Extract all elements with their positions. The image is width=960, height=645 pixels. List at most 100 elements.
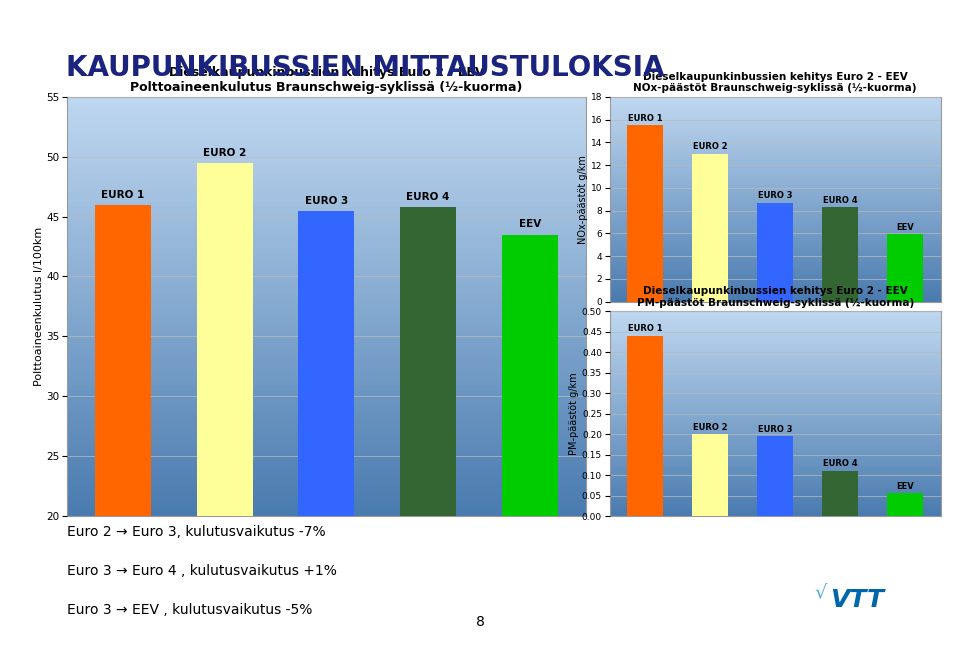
Bar xyxy=(610,148,941,150)
Bar xyxy=(67,407,586,412)
Bar xyxy=(610,321,941,324)
Bar xyxy=(67,412,586,415)
Bar xyxy=(610,491,941,493)
Bar xyxy=(610,332,941,333)
Bar xyxy=(610,348,941,350)
Bar xyxy=(610,469,941,471)
Bar xyxy=(610,150,941,152)
Bar xyxy=(610,366,941,368)
Bar xyxy=(610,461,941,462)
Bar xyxy=(610,212,941,213)
Bar xyxy=(610,504,941,506)
Bar xyxy=(610,397,941,399)
Bar xyxy=(610,317,941,319)
Bar xyxy=(67,495,586,499)
Bar xyxy=(67,419,586,424)
Bar xyxy=(610,263,941,264)
Bar xyxy=(67,298,586,302)
Bar xyxy=(610,246,941,248)
Bar xyxy=(610,495,941,497)
Bar xyxy=(67,226,586,231)
Text: EEV: EEV xyxy=(897,223,914,232)
Bar xyxy=(610,189,941,191)
Bar xyxy=(610,408,941,410)
Bar xyxy=(610,385,941,387)
Bar xyxy=(67,194,586,197)
Bar xyxy=(610,203,941,205)
Bar xyxy=(610,446,941,448)
Bar xyxy=(400,207,456,645)
Bar xyxy=(67,184,586,189)
Bar xyxy=(610,344,941,346)
Bar xyxy=(610,117,941,119)
Bar xyxy=(299,210,354,645)
Bar xyxy=(67,252,586,256)
Bar xyxy=(757,436,793,516)
Bar xyxy=(67,109,586,114)
Bar xyxy=(610,473,941,475)
Bar xyxy=(610,191,941,193)
Bar xyxy=(67,382,586,386)
Text: EEV: EEV xyxy=(518,219,540,230)
Bar xyxy=(610,197,941,199)
Bar xyxy=(610,387,941,389)
Bar xyxy=(610,455,941,457)
Bar xyxy=(610,292,941,293)
Bar xyxy=(610,193,941,195)
Bar xyxy=(67,394,586,399)
Bar xyxy=(67,114,586,117)
Bar xyxy=(610,160,941,163)
Text: EURO 2: EURO 2 xyxy=(204,148,247,157)
Bar xyxy=(610,219,941,222)
Bar xyxy=(610,479,941,481)
Bar xyxy=(610,401,941,403)
Bar xyxy=(610,457,941,459)
Bar xyxy=(67,248,586,252)
Bar xyxy=(67,223,586,226)
Bar xyxy=(67,327,586,332)
Bar xyxy=(610,134,941,135)
Bar xyxy=(610,361,941,362)
Bar xyxy=(610,324,941,326)
Bar xyxy=(610,210,941,212)
Bar xyxy=(610,359,941,361)
Bar xyxy=(610,311,941,313)
Bar xyxy=(610,508,941,510)
Bar xyxy=(610,422,941,424)
Bar xyxy=(610,185,941,187)
Bar xyxy=(610,346,941,348)
Bar xyxy=(610,125,941,128)
Bar xyxy=(67,122,586,126)
Bar xyxy=(610,273,941,275)
Bar xyxy=(610,485,941,488)
Bar xyxy=(610,342,941,344)
Bar xyxy=(610,128,941,130)
Bar xyxy=(610,450,941,453)
Bar xyxy=(887,234,923,301)
Bar xyxy=(67,441,586,445)
Text: EEV: EEV xyxy=(897,482,914,491)
Bar xyxy=(610,493,941,495)
Bar xyxy=(67,151,586,155)
Bar xyxy=(610,158,941,160)
Bar xyxy=(67,361,586,365)
Bar xyxy=(610,415,941,418)
Bar xyxy=(610,426,941,428)
Bar xyxy=(610,364,941,366)
Bar xyxy=(67,315,586,319)
Bar xyxy=(610,297,941,299)
Bar xyxy=(610,319,941,321)
Text: KAUPUNKIBUSSIEN MITTAUSTULOKSIA: KAUPUNKIBUSSIEN MITTAUSTULOKSIA xyxy=(65,54,664,82)
Bar xyxy=(610,257,941,259)
Bar xyxy=(67,218,586,223)
Bar xyxy=(67,486,586,491)
Bar xyxy=(67,239,586,243)
Bar xyxy=(67,214,586,218)
Bar xyxy=(610,175,941,177)
Title: Dieselkaupunkinbussien kehitys Euro 2 - EEV
PM-päästöt Braunschweig-syklissä (½-: Dieselkaupunkinbussien kehitys Euro 2 - … xyxy=(636,286,914,308)
Bar xyxy=(67,260,586,264)
Bar xyxy=(610,187,941,189)
Bar xyxy=(610,287,941,289)
Text: EURO 2: EURO 2 xyxy=(693,142,728,151)
Bar xyxy=(610,99,941,101)
